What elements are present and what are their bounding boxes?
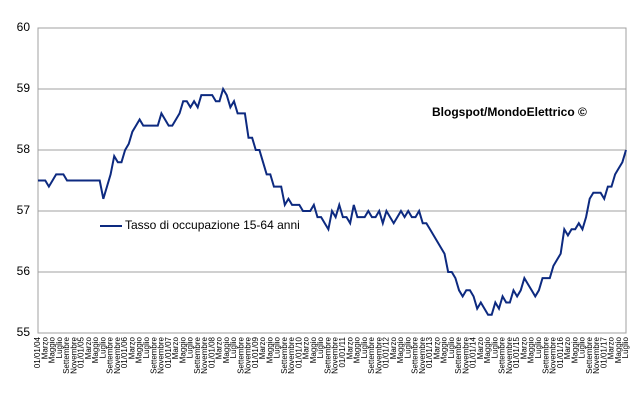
y-tick-label: 55: [17, 325, 31, 339]
x-tick-label: Settembre: [541, 336, 550, 373]
x-tick-label: Luglio: [447, 336, 456, 358]
y-tick-label: 60: [17, 20, 31, 34]
y-tick-label: 56: [17, 264, 31, 278]
x-tick-label: Novembre: [505, 336, 514, 373]
x-tick-label: 01/01/08: [207, 336, 216, 368]
x-tick-label: Luglio: [142, 336, 151, 358]
y-tick-label: 57: [17, 203, 31, 217]
x-tick-label: Novembre: [549, 336, 558, 373]
x-tick-label: 01/01/09: [251, 336, 260, 368]
x-tick-label: Novembre: [374, 336, 383, 373]
x-tick-label: Marzo: [432, 336, 441, 359]
x-tick-label: Settembre: [585, 336, 594, 373]
x-tick-label: Luglio: [229, 336, 238, 358]
x-tick-label: Maggio: [178, 336, 187, 363]
x-tick-label: Luglio: [621, 336, 630, 358]
x-tick-label: Novembre: [244, 336, 253, 373]
x-tick-label: 01/01/14: [469, 336, 478, 368]
x-tick-label: Settembre: [411, 336, 420, 373]
x-tick-label: Novembre: [331, 336, 340, 373]
x-tick-label: Luglio: [360, 336, 369, 358]
x-tick-label: Maggio: [570, 336, 579, 363]
x-tick-label: Novembre: [69, 336, 78, 373]
x-tick-label: 01/01/11: [338, 336, 347, 367]
x-tick-label: Marzo: [40, 336, 49, 359]
x-tick-label: Luglio: [273, 336, 282, 358]
x-tick-label: Marzo: [389, 336, 398, 359]
line: [38, 86, 627, 316]
x-tick-label: Novembre: [113, 336, 122, 373]
x-tick-label: Settembre: [106, 336, 115, 373]
x-tick-label: Marzo: [171, 336, 180, 359]
x-tick-label: 01/01/04: [33, 336, 42, 368]
x-tick-label: Luglio: [55, 336, 64, 358]
x-tick-label: 01/01/10: [294, 336, 303, 368]
x-tick-label: Novembre: [592, 336, 601, 373]
x-tick-label: Settembre: [454, 336, 463, 373]
x-tick-label: Maggio: [483, 336, 492, 363]
x-tick-label: Luglio: [490, 336, 499, 358]
x-tick-label: Novembre: [461, 336, 470, 373]
x-tick-label: Settembre: [236, 336, 245, 373]
x-tick-label: Settembre: [193, 336, 202, 373]
x-tick-label: Maggio: [135, 336, 144, 363]
x-tick-label: 01/01/13: [425, 336, 434, 368]
x-tick-label: Maggio: [91, 336, 100, 363]
x-tick-label: Settembre: [280, 336, 289, 373]
x-tick-label: Maggio: [48, 336, 57, 363]
x-tick-label: Settembre: [62, 336, 71, 373]
x-tick-label: Marzo: [127, 336, 136, 359]
x-tick-label: Marzo: [84, 336, 93, 359]
x-tick-label: Novembre: [200, 336, 209, 373]
x-tick-label: Luglio: [186, 336, 195, 358]
y-tick-label: 59: [17, 81, 31, 95]
x-tick-label: 01/01/16: [556, 336, 565, 368]
x-tick-label: Maggio: [614, 336, 623, 363]
x-tick-label: Maggio: [309, 336, 318, 363]
x-tick-label: 01/01/12: [382, 336, 391, 368]
x-tick-label: 01/01/07: [164, 336, 173, 368]
x-tick-label: 01/01/05: [77, 336, 86, 368]
plot-border: [37, 27, 627, 334]
x-tick-label: Maggio: [353, 336, 362, 363]
x-tick-label: Settembre: [323, 336, 332, 373]
x-tick-label: Settembre: [149, 336, 158, 373]
x-tick-label: Novembre: [418, 336, 427, 373]
x-tick-label: Luglio: [534, 336, 543, 358]
x-tick-label: Marzo: [607, 336, 616, 359]
x-tick-label: Luglio: [578, 336, 587, 358]
legend-label: Tasso di occupazione 15-64 anni: [125, 218, 300, 232]
x-tick-label: Marzo: [476, 336, 485, 359]
x-tick-label: Marzo: [258, 336, 267, 359]
y-tick-label: 58: [17, 142, 31, 156]
x-tick-label: Maggio: [265, 336, 274, 363]
x-tick-label: Novembre: [287, 336, 296, 373]
x-tick-label: Marzo: [215, 336, 224, 359]
x-tick-label: Marzo: [519, 336, 528, 359]
x-tick-label: Maggio: [527, 336, 536, 363]
x-tick-label: Maggio: [222, 336, 231, 363]
x-tick-label: Marzo: [345, 336, 354, 359]
x-tick-label: Settembre: [367, 336, 376, 373]
x-tick-label: 01/01/17: [599, 336, 608, 368]
annotation: Blogspot/MondoElettrico ©: [432, 105, 587, 119]
x-tick-label: Marzo: [563, 336, 572, 359]
x-tick-label: Luglio: [316, 336, 325, 358]
x-tick-label: Maggio: [440, 336, 449, 363]
x-tick-label: 01/01/06: [120, 336, 129, 368]
x-tick-label: Maggio: [396, 336, 405, 363]
x-tick-label: Settembre: [498, 336, 507, 373]
x-tick-label: Luglio: [98, 336, 107, 358]
x-tick-label: 01/01/15: [512, 336, 521, 368]
x-tick-label: Novembre: [157, 336, 166, 373]
x-tick-label: Marzo: [302, 336, 311, 359]
x-tick-label: Luglio: [403, 336, 412, 358]
